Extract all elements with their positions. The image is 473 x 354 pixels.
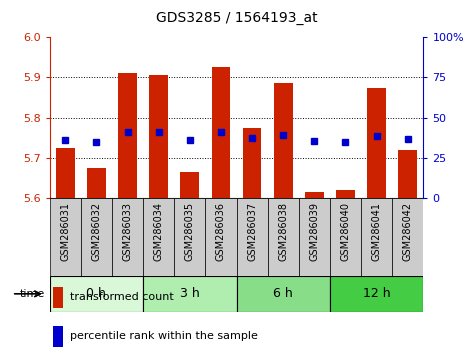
Bar bbox=[149, 75, 168, 198]
Text: GSM286033: GSM286033 bbox=[123, 202, 132, 261]
Text: time: time bbox=[20, 289, 45, 299]
Bar bbox=[143, 276, 236, 312]
Bar bbox=[53, 326, 63, 347]
Text: GSM286042: GSM286042 bbox=[403, 202, 413, 261]
Bar bbox=[330, 198, 361, 276]
Text: GSM286031: GSM286031 bbox=[60, 202, 70, 261]
Bar bbox=[205, 198, 236, 276]
Bar bbox=[236, 198, 268, 276]
Bar bbox=[112, 198, 143, 276]
Text: GSM286037: GSM286037 bbox=[247, 202, 257, 261]
Text: 12 h: 12 h bbox=[363, 287, 390, 300]
Text: 0 h: 0 h bbox=[87, 287, 106, 300]
Bar bbox=[305, 192, 324, 198]
Bar bbox=[367, 87, 386, 198]
Bar bbox=[336, 190, 355, 198]
Bar bbox=[392, 198, 423, 276]
Bar bbox=[274, 84, 292, 198]
Bar bbox=[53, 287, 63, 308]
Bar bbox=[50, 198, 81, 276]
Text: GSM286034: GSM286034 bbox=[154, 202, 164, 261]
Bar bbox=[56, 148, 75, 198]
Text: GSM286036: GSM286036 bbox=[216, 202, 226, 261]
Bar bbox=[143, 198, 174, 276]
Bar bbox=[81, 198, 112, 276]
Bar bbox=[398, 150, 417, 198]
Bar bbox=[118, 73, 137, 198]
Bar bbox=[299, 198, 330, 276]
Text: 6 h: 6 h bbox=[273, 287, 293, 300]
Bar bbox=[361, 198, 392, 276]
Bar bbox=[268, 198, 299, 276]
Bar bbox=[50, 276, 143, 312]
Bar bbox=[180, 172, 199, 198]
Text: percentile rank within the sample: percentile rank within the sample bbox=[70, 331, 258, 341]
Text: GDS3285 / 1564193_at: GDS3285 / 1564193_at bbox=[156, 11, 317, 25]
Bar bbox=[211, 67, 230, 198]
Text: transformed count: transformed count bbox=[70, 292, 174, 302]
Bar bbox=[243, 128, 262, 198]
Bar bbox=[236, 276, 330, 312]
Bar bbox=[87, 168, 105, 198]
Text: GSM286040: GSM286040 bbox=[341, 202, 350, 261]
Text: GSM286035: GSM286035 bbox=[185, 202, 195, 261]
Text: GSM286041: GSM286041 bbox=[372, 202, 382, 261]
Text: GSM286039: GSM286039 bbox=[309, 202, 319, 261]
Bar bbox=[330, 276, 423, 312]
Text: 3 h: 3 h bbox=[180, 287, 200, 300]
Text: GSM286038: GSM286038 bbox=[278, 202, 288, 261]
Text: GSM286032: GSM286032 bbox=[91, 202, 101, 261]
Bar bbox=[174, 198, 205, 276]
